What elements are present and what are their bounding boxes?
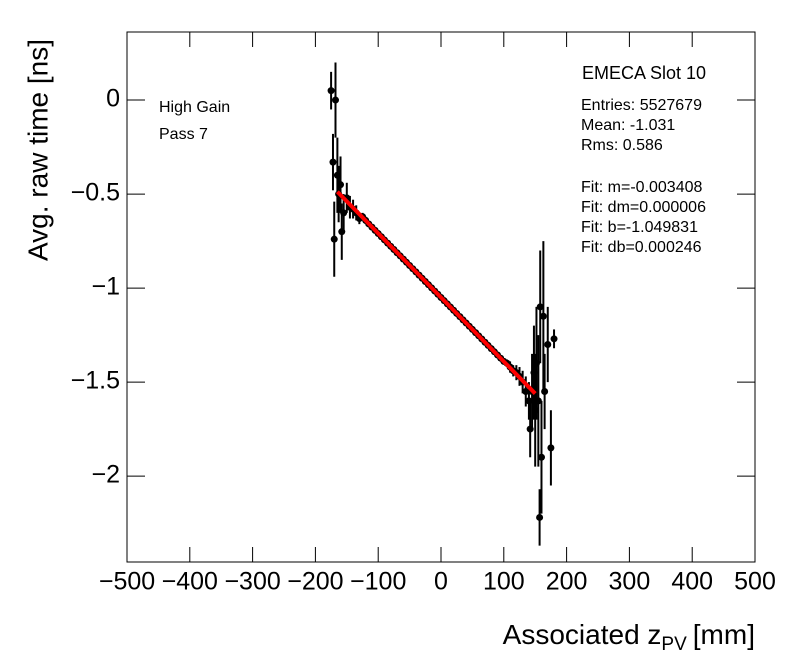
data-point xyxy=(536,303,544,311)
data-point xyxy=(329,158,337,166)
stats-line: Mean: -1.031 xyxy=(581,117,675,134)
x-tick-label: −300 xyxy=(224,568,280,596)
x-tick-label: −400 xyxy=(162,568,218,596)
data-point xyxy=(331,96,339,104)
stats-line: Fit: db=0.000246 xyxy=(581,239,702,256)
data-point xyxy=(337,181,345,189)
x-axis-title: Associated zPV [mm] xyxy=(503,619,755,655)
stats-line: Rms: 0.586 xyxy=(581,137,663,154)
x-axis-title-main: Associated z xyxy=(503,619,662,650)
y-tick-label: 0 xyxy=(106,85,120,113)
x-tick-label: 400 xyxy=(671,568,713,596)
y-tick-label: −0.5 xyxy=(71,179,120,207)
x-tick-label: 0 xyxy=(434,568,448,596)
data-point xyxy=(544,340,552,348)
data-point xyxy=(539,312,547,320)
data-point xyxy=(534,397,542,405)
x-tick-label: 300 xyxy=(609,568,651,596)
x-axis-title-unit: [mm] xyxy=(693,619,755,650)
y-axis-title: Avg. raw time [ns] xyxy=(22,39,53,261)
x-tick-label: 500 xyxy=(734,568,776,596)
x-tick-label: 100 xyxy=(483,568,525,596)
data-point xyxy=(541,387,549,395)
data-point xyxy=(536,513,544,521)
data-point xyxy=(537,453,545,461)
stats-line: Fit: b=-1.049831 xyxy=(581,219,698,236)
y-tick-label: −1.5 xyxy=(71,367,120,395)
stats-title: EMECA Slot 10 xyxy=(582,63,706,83)
data-point xyxy=(522,387,530,395)
y-tick-label: −2 xyxy=(91,461,120,489)
x-tick-label: −500 xyxy=(99,568,155,596)
stats-line: Fit: m=-0.003408 xyxy=(581,179,703,196)
fit-line xyxy=(335,190,537,395)
annotation: Pass 7 xyxy=(159,126,208,143)
stats-line: Fit: dm=0.000006 xyxy=(581,199,706,216)
data-point xyxy=(327,87,335,95)
data-point xyxy=(550,335,558,343)
x-tick-label: 200 xyxy=(546,568,588,596)
x-axis-title-sub: PV xyxy=(661,634,687,655)
data-point xyxy=(330,235,338,243)
stats-line: Entries: 5527679 xyxy=(581,97,702,114)
data-point xyxy=(547,444,555,452)
x-tick-label: −200 xyxy=(287,568,343,596)
annotation: High Gain xyxy=(159,99,230,116)
data-point xyxy=(340,209,348,217)
y-tick-label: −1 xyxy=(91,273,120,301)
x-tick-label: −100 xyxy=(350,568,406,596)
